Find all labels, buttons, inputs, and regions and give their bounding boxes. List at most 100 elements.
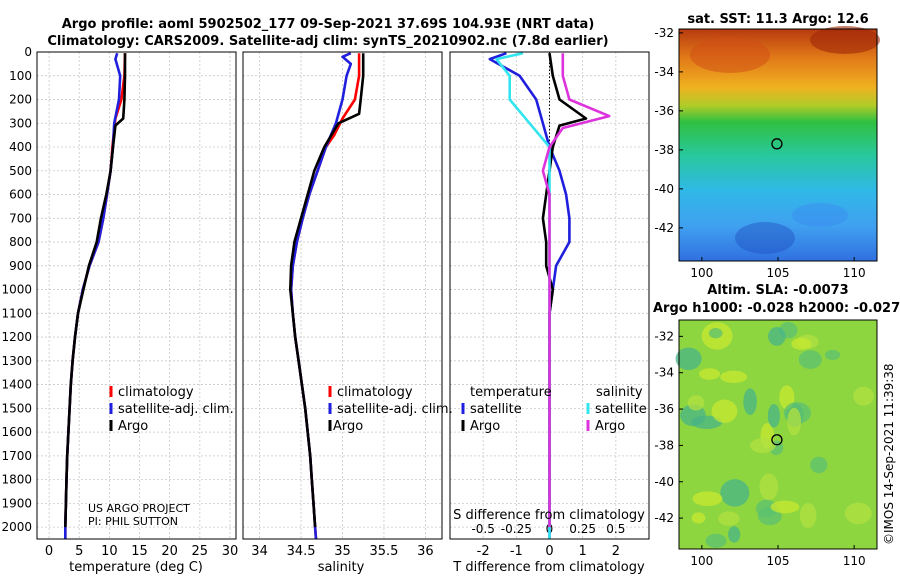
sla-map-frame	[678, 319, 878, 550]
temperature-panel: 0100200300400500600700800900100011001200…	[1, 45, 238, 575]
temperature-xlabel: temperature (deg C)	[69, 560, 203, 575]
series-line-argo	[288, 53, 365, 528]
sst-map-texture	[690, 26, 880, 254]
salinity-lines	[288, 52, 365, 540]
map-y-tick-label: -38	[654, 143, 674, 157]
series-line-satellite	[289, 52, 353, 540]
sla-texture-blob	[779, 385, 795, 410]
x-tick-label: 10	[101, 544, 118, 559]
timestamp: ©IMOS 14-Sep-2021 11:39:38	[882, 363, 896, 545]
temperature-legend: climatology satellite-adj. clim. Argo	[109, 385, 234, 434]
sla-texture-blob	[768, 327, 786, 346]
map-y-tick-label: -34	[654, 65, 674, 79]
sst-map-panel: sat. SST: 11.3 Argo: 12.6 100 105 110 -32 -3…	[654, 12, 880, 280]
x-tick-label: 35	[334, 544, 351, 559]
depth-tick-label: 1300	[1, 354, 32, 368]
map-x-tick-label: 100	[690, 266, 713, 280]
x-tick-label: 34	[251, 544, 268, 559]
depth-tick-label: 800	[9, 235, 32, 249]
legend-label: climatology	[118, 385, 194, 400]
sla-texture-blob	[743, 388, 757, 415]
map-x-tick-label: 110	[843, 554, 866, 568]
depth-tick-label: 700	[9, 211, 32, 225]
sla-texture-blob	[798, 350, 822, 369]
x-tick-label: 35.5	[369, 544, 398, 559]
sla-map-title-2: Argo h1000: -0.028 h2000: -0.027	[653, 301, 900, 316]
sla-texture-blob	[824, 349, 841, 360]
s-tick-label: -0.5	[471, 522, 494, 536]
depth-tick-label: 1400	[1, 378, 32, 392]
legend-label: Argo	[595, 419, 625, 434]
depth-tick-label: 1200	[1, 330, 32, 344]
sla-texture-blob	[691, 512, 706, 524]
credit-pi: PI: PHIL SUTTON	[88, 515, 178, 528]
sst-map-frame	[678, 28, 878, 262]
t-difference-xlabel: T difference from climatology	[452, 560, 645, 575]
series-line-satellite	[64, 52, 122, 539]
sla-texture-blob	[767, 404, 780, 428]
depth-tick-label: 1500	[1, 401, 32, 415]
legend-label: Argo	[470, 419, 500, 434]
s-tick-label: 0.25	[569, 522, 596, 536]
depth-tick-label: 100	[9, 69, 32, 83]
depth-tick-label: 1000	[1, 283, 32, 297]
legend-label: satellite-adj. clim.	[337, 402, 453, 417]
x-tick-label: 25	[192, 544, 209, 559]
sla-texture-blob	[791, 337, 812, 350]
title-line-1: Argo profile: aoml 5902502_177 09-Sep-20…	[62, 17, 595, 32]
depth-tick-label: 1800	[1, 473, 32, 487]
sst-map-ticks: 100 105 110 -32 -34 -36 -38 -40 -42	[654, 26, 865, 280]
salinity-panel: 34 34.5 35 35.5 36 climatology satellite-adj…	[242, 51, 453, 575]
s-difference-label: S difference from climatology	[453, 508, 645, 523]
temperature-axes-box	[36, 51, 237, 540]
sla-texture-blob	[759, 473, 779, 501]
sla-texture-blob	[711, 399, 738, 423]
salinity-axes-box	[242, 51, 443, 540]
sla-texture-blob	[687, 395, 705, 411]
sla-texture-blob	[720, 479, 750, 507]
depth-tick-label: 600	[9, 188, 32, 202]
x-tick-label: 5	[75, 544, 83, 559]
salinity-grid	[243, 51, 442, 539]
sla-texture-blob	[699, 368, 721, 380]
sla-map-title-1: Altim. SLA: -0.0073	[707, 283, 848, 298]
depth-tick-label: 300	[9, 116, 32, 130]
sla-texture-blob	[705, 533, 727, 548]
sla-texture-blob	[810, 456, 828, 474]
depth-tick-label: 2000	[1, 520, 32, 534]
series-line-t-satellite	[488, 51, 571, 539]
title-line-2: Climatology: CARS2009. Satellite-adj cli…	[47, 34, 608, 49]
sla-texture-blob	[708, 328, 723, 339]
sla-map-texture	[675, 322, 874, 548]
s-tick-label: 0.5	[606, 522, 625, 536]
difference-panel: -2 -1 0 1 2-0.5 -0.25 0 0.25 0.5 temperature sal…	[449, 51, 650, 575]
s-tick-label: -0.25	[501, 522, 532, 536]
depth-tick-label: 1100	[1, 306, 32, 320]
sla-texture-blob	[720, 370, 748, 384]
salinity-tick-labels: 34 34.5 35 35.5 36	[251, 544, 433, 559]
x-tick-label: 20	[161, 544, 178, 559]
legend-label: Argo	[118, 419, 148, 434]
x-tick-label: 2	[612, 544, 620, 559]
x-tick-label: -1	[510, 544, 523, 559]
depth-tick-label: 500	[9, 164, 32, 178]
depth-tick-labels: 0 100 200 300 400 500 600 700 800 900 1000 1100 1200…	[1, 45, 32, 534]
sla-map-ticks: 100 105 110 -32 -34 -36 -38 -40 -42	[654, 329, 865, 568]
legend-title-temperature: temperature	[470, 385, 552, 400]
sla-texture-blob	[728, 526, 741, 543]
sla-texture-blob	[853, 386, 874, 406]
map-y-tick-label: -32	[654, 26, 674, 40]
difference-tick-labels: -2 -1 0 1 2-0.5 -0.25 0 0.25 0.5	[471, 522, 625, 559]
x-tick-label: 15	[131, 544, 148, 559]
sla-map-panel: Altim. SLA: -0.0073 Argo h1000: -0.028 h…	[653, 283, 900, 568]
sla-texture-blob	[750, 437, 776, 454]
depth-tick-label: 1900	[1, 496, 32, 510]
series-line-s-argo	[541, 53, 611, 528]
map-y-tick-label: -36	[654, 104, 674, 118]
difference-axes-box	[449, 51, 650, 540]
sla-texture-blob	[799, 502, 817, 528]
argo-location-marker	[771, 138, 783, 150]
x-tick-label: 0	[45, 544, 53, 559]
sst-map-title: sat. SST: 11.3 Argo: 12.6	[687, 12, 868, 27]
